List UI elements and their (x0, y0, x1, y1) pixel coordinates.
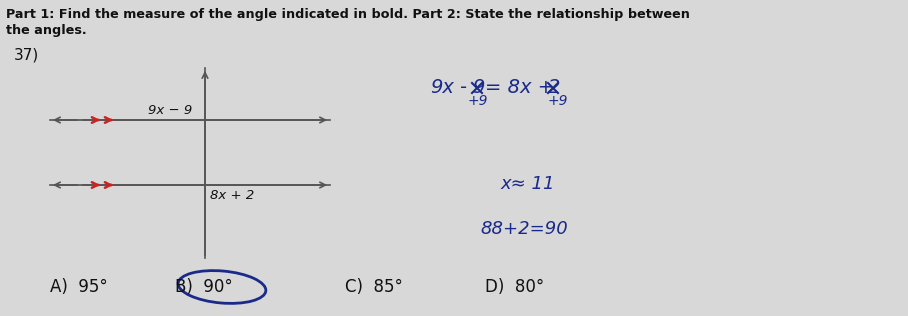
Text: Part 1: Find the measure of the angle indicated in bold. Part 2: State the relat: Part 1: Find the measure of the angle in… (6, 8, 690, 21)
Text: +9: +9 (548, 94, 568, 108)
Text: 8x + 2: 8x + 2 (210, 189, 254, 202)
Text: 9: 9 (472, 78, 484, 97)
Text: 37): 37) (14, 48, 39, 63)
Text: the angles.: the angles. (6, 24, 86, 37)
Text: B)  90°: B) 90° (175, 278, 232, 296)
Text: = 8x +: = 8x + (485, 78, 554, 97)
Text: 88+2=90: 88+2=90 (480, 220, 568, 238)
Text: x≈ 11: x≈ 11 (500, 175, 555, 193)
Text: A)  95°: A) 95° (50, 278, 108, 296)
Text: -: - (460, 78, 467, 97)
Text: C)  85°: C) 85° (345, 278, 403, 296)
Text: 9x − 9: 9x − 9 (148, 104, 192, 117)
Text: 9x: 9x (430, 78, 454, 97)
Text: D)  80°: D) 80° (485, 278, 544, 296)
Text: +9: +9 (468, 94, 489, 108)
Text: 2: 2 (548, 78, 560, 97)
